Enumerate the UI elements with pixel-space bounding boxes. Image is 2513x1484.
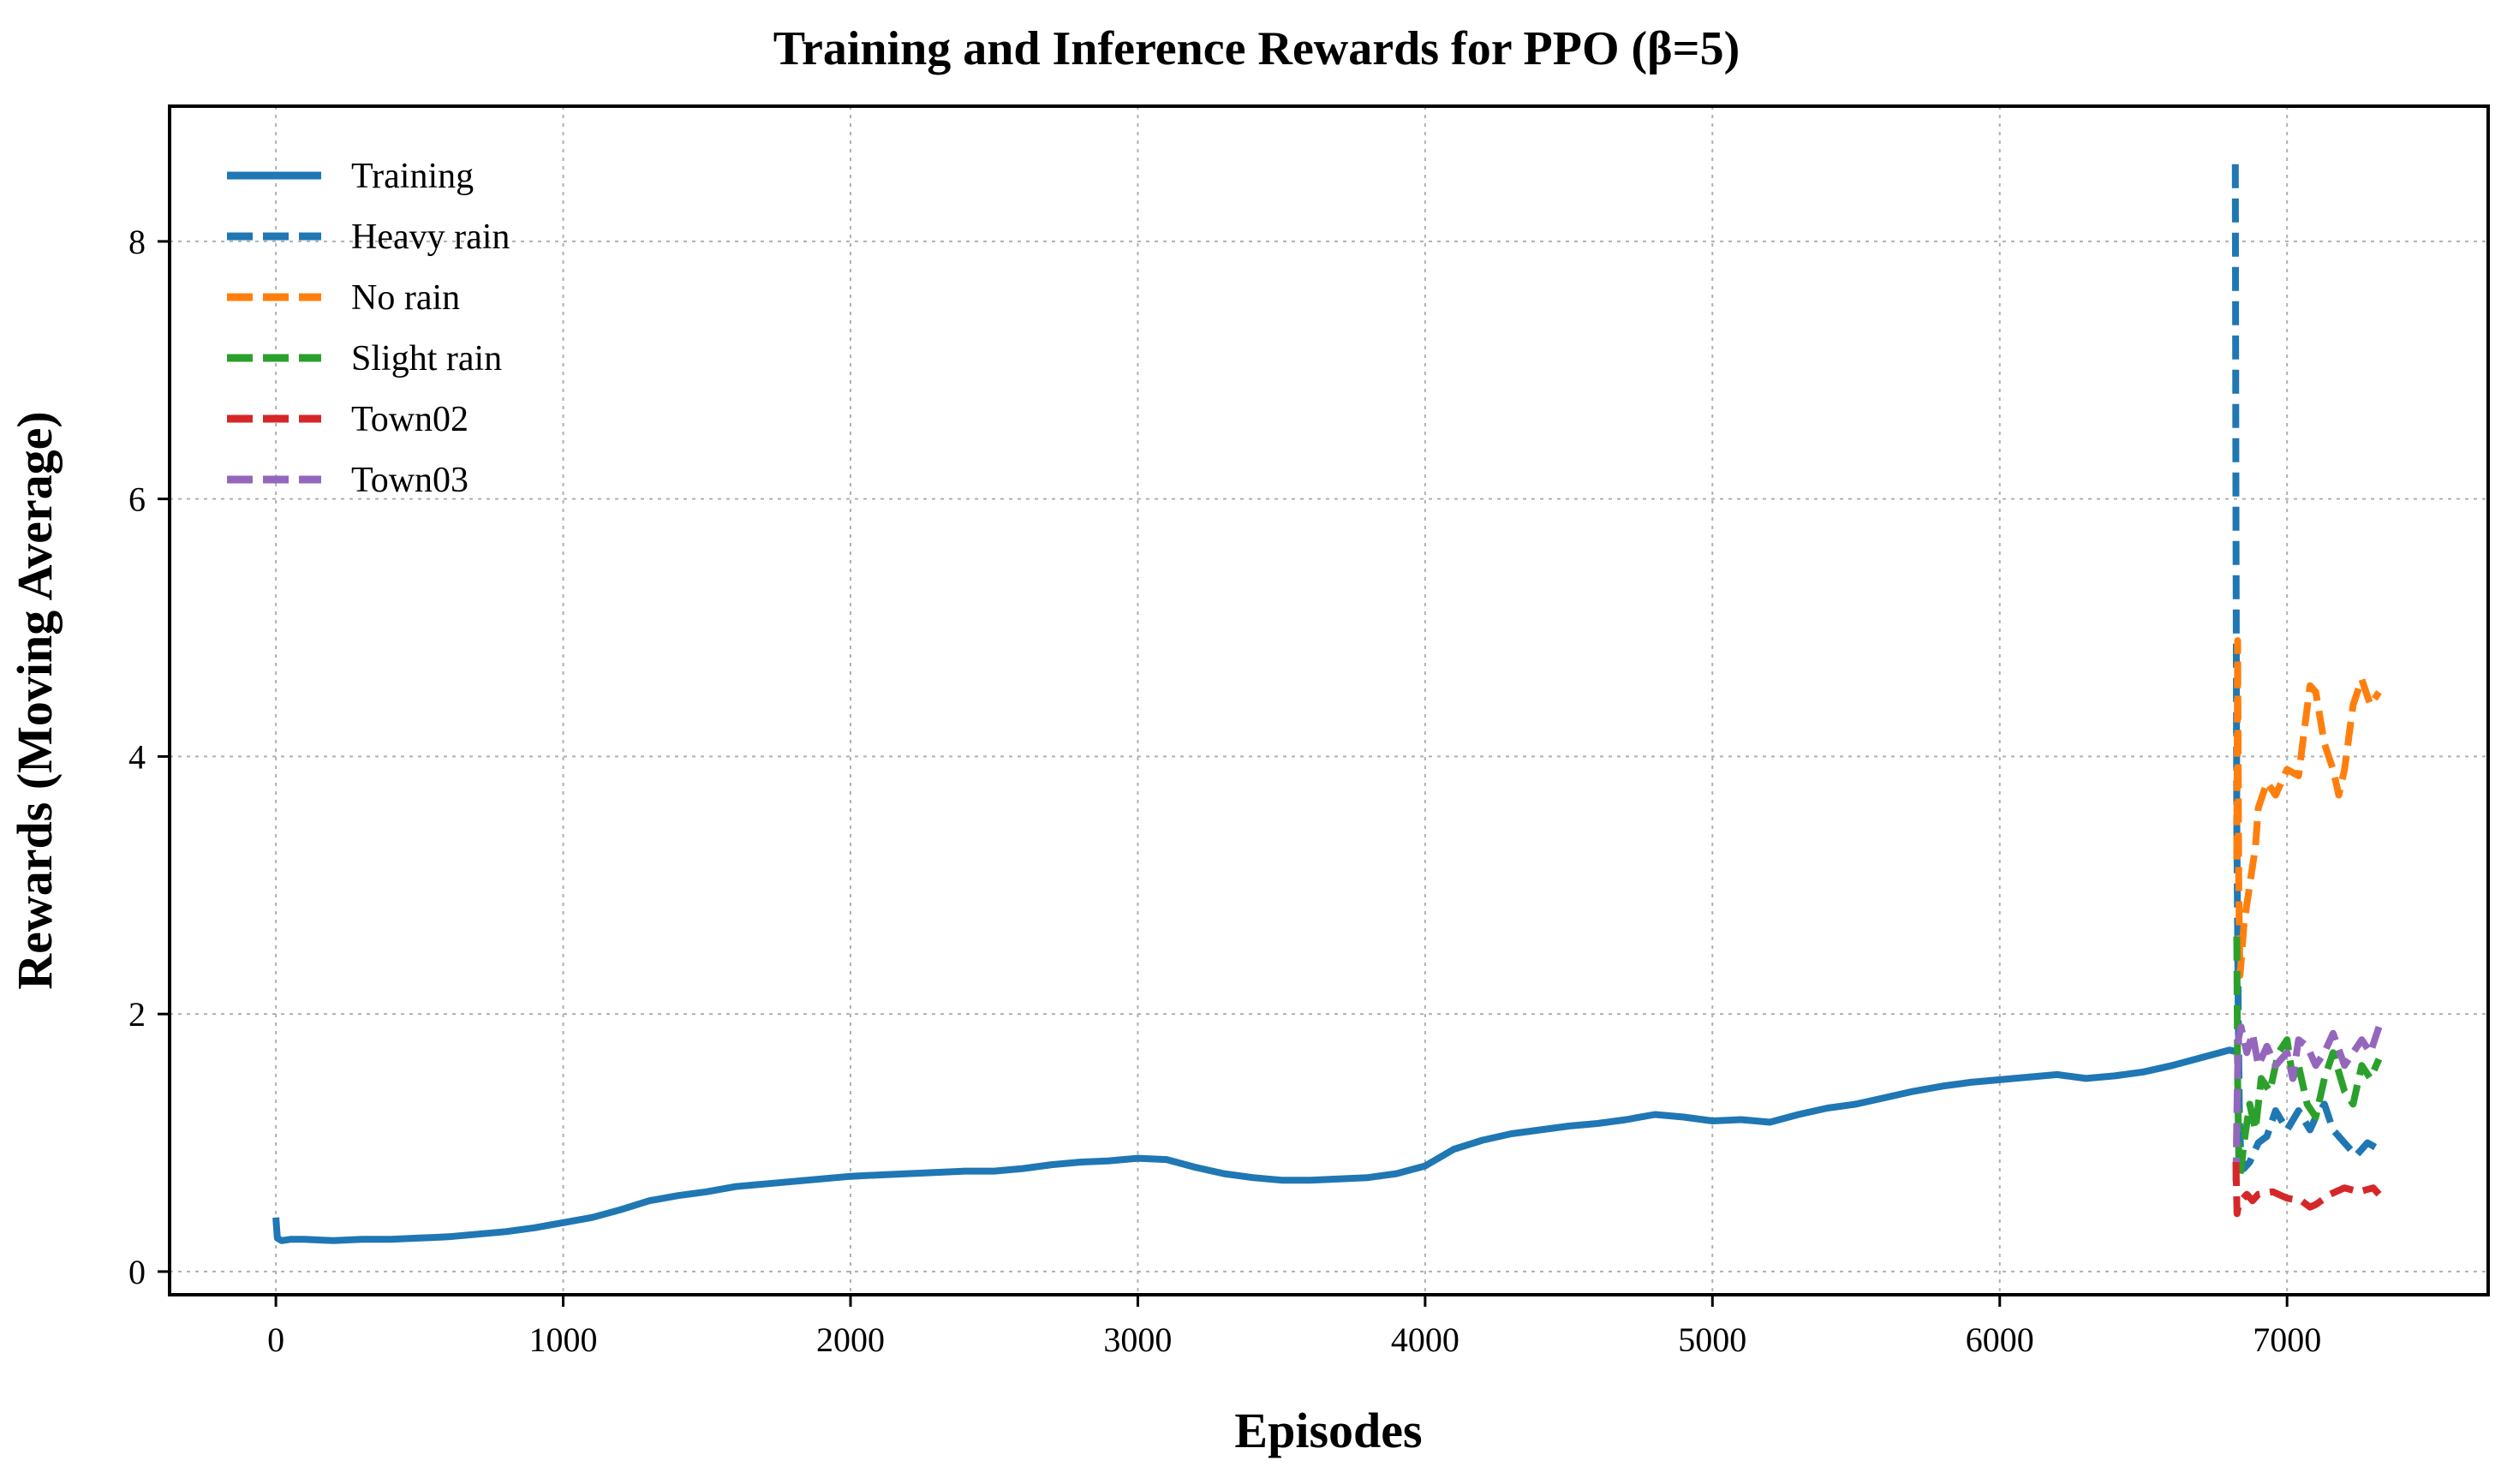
legend: Training Heavy rain No rain Slight rain Town… bbox=[227, 157, 510, 500]
x-tick-label: 4000 bbox=[1391, 1320, 1459, 1359]
series-line-town02 bbox=[2232, 1162, 2382, 1218]
x-tick-label: 5000 bbox=[1678, 1320, 1746, 1359]
x-tick-label: 0 bbox=[267, 1320, 284, 1359]
x-axis-label: Episodes bbox=[1234, 1403, 1422, 1458]
legend-label-town03: Town03 bbox=[351, 461, 469, 500]
series-line-no-rain bbox=[2233, 637, 2382, 980]
x-tick-label: 7000 bbox=[2253, 1320, 2321, 1359]
x-tick-label: 2000 bbox=[816, 1320, 885, 1359]
x-tick-label: 1000 bbox=[529, 1320, 598, 1359]
x-tick-label: 3000 bbox=[1103, 1320, 1172, 1359]
y-tick-label: 6 bbox=[128, 480, 146, 519]
legend-label-training: Training bbox=[351, 157, 474, 196]
legend-label-slight-rain: Slight rain bbox=[351, 339, 502, 378]
plot-frame bbox=[168, 104, 2490, 1296]
legend-label-heavy-rain: Heavy rain bbox=[351, 218, 510, 257]
series-line-town03 bbox=[2232, 1023, 2383, 1182]
series-layer bbox=[272, 164, 2383, 1244]
y-axis-label: Rewards (Moving Average) bbox=[7, 411, 63, 989]
series-line-training bbox=[272, 1046, 2236, 1244]
x-tick-label: 6000 bbox=[1966, 1320, 2034, 1359]
series-line-slight-rain bbox=[2233, 936, 2383, 1179]
y-tick-label: 4 bbox=[128, 737, 146, 776]
ticks: 0 1000 2000 3000 4000 5000 6000 7000 0 2 4 6 8 bbox=[128, 223, 2321, 1359]
legend-label-no-rain: No rain bbox=[351, 278, 460, 318]
y-tick-label: 8 bbox=[128, 223, 146, 261]
y-tick-label: 0 bbox=[128, 1253, 146, 1291]
legend-label-town02: Town02 bbox=[351, 400, 469, 439]
grid bbox=[170, 106, 2488, 1295]
series-line-heavy-rain bbox=[2231, 164, 2381, 1172]
chart-title: Training and Inference Rewards for PPO (… bbox=[773, 22, 1740, 75]
y-tick-label: 2 bbox=[128, 995, 146, 1034]
